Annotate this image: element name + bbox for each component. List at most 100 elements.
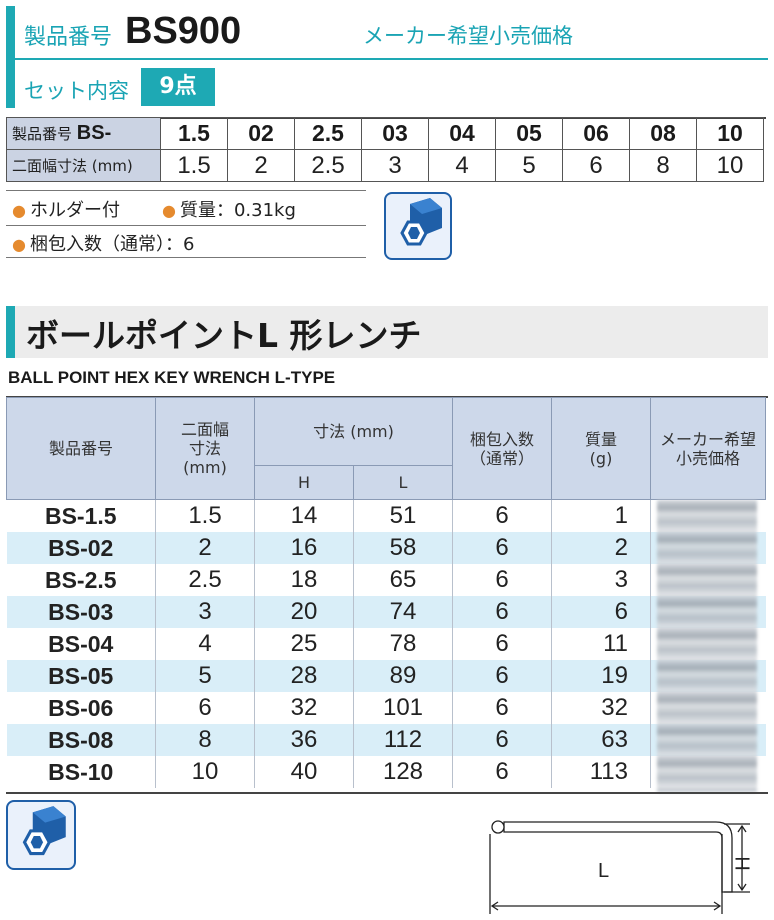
bullet-icon: ● (12, 201, 26, 220)
cell-code: BS-08 (6, 724, 156, 756)
feature-pack: ● 梱包入数（通常）：6 (12, 234, 195, 255)
table-row: BS-10 10 40 128 6 113 (7, 756, 766, 788)
size-code-cell: 2.5 (294, 117, 362, 150)
cell-weight: 19 (551, 660, 651, 692)
cell-weight: 6 (551, 596, 651, 628)
cell-weight: 63 (551, 724, 651, 756)
cell-l: 74 (353, 596, 453, 628)
spec-table-subheader-row: H L (7, 465, 766, 500)
header-accent-bar (6, 6, 15, 108)
cell-size: 1.5 (155, 499, 255, 532)
product-number-label: 製品番号 (24, 25, 113, 50)
cell-code: BS-04 (48, 630, 114, 657)
cell-h: 28 (254, 660, 354, 692)
cell-pack: 6 (452, 660, 552, 692)
cell-l: 65 (353, 564, 453, 596)
size-table-size-header: 二面幅寸法 (mm) (6, 149, 161, 182)
col-header-dims: 寸法 (mm) (254, 397, 453, 466)
cell-size: 6 (155, 692, 255, 724)
table-row: BS-02 2 16 58 6 2 (6, 532, 766, 564)
size-value-cell: 10 (696, 149, 764, 182)
cell-code: BS-02 (6, 532, 156, 564)
table-row: BS-08 8 36 112 6 63 (6, 724, 766, 756)
table-row: BS-2.5 2.5 18 65 6 3 (7, 564, 766, 596)
col-header-code: 製品番号 (6, 397, 156, 500)
cell-weight: 3 (551, 564, 651, 596)
cell-h: 40 (254, 756, 354, 788)
feature-rule (6, 190, 366, 191)
cell-l: 89 (353, 660, 453, 692)
size-value-cell: 2.5 (294, 149, 362, 182)
cell-h: 14 (254, 499, 354, 532)
cell-l: 51 (353, 499, 453, 532)
size-code-cell: 10 (696, 117, 764, 150)
cell-code: BS-2.5 (44, 566, 117, 593)
section-title: ボールポイントL 形レンチ (26, 316, 422, 355)
cell-code: BS-03 (6, 596, 156, 628)
spec-table-bottom-rule (6, 792, 768, 794)
cell-weight: 2 (551, 532, 651, 564)
table-row: BS-05 5 28 89 6 19 (6, 660, 766, 692)
cell-size: 5 (155, 660, 255, 692)
col-header-l: L (353, 465, 453, 500)
spec-table: 製品番号 二面幅 寸法 (mm) 寸法 (mm) 梱包入数 （通常） 質量 (g) メー… (6, 397, 766, 788)
cell-weight: 32 (551, 692, 651, 724)
size-table-size-row: 二面幅寸法 (mm) 1.5 2 2.5 3 4 5 6 8 10 (6, 149, 764, 182)
size-code-cell: 05 (495, 117, 563, 150)
table-row: BS-06 6 32 101 6 32 (7, 692, 766, 724)
cell-weight: 11 (551, 628, 651, 660)
cell-h: 25 (254, 628, 354, 660)
cell-size: 4 (155, 628, 255, 660)
section-subtitle: BALL POINT HEX KEY WRENCH L-TYPE (8, 368, 336, 387)
cell-h: 16 (254, 532, 354, 564)
col-header-h: H (254, 465, 354, 500)
hex-ball-icon (6, 800, 76, 870)
cell-h: 18 (254, 564, 354, 596)
product-code: BS900 (125, 10, 242, 52)
size-code-cell: 08 (629, 117, 697, 150)
cell-code: BS-10 (48, 758, 114, 785)
size-code-cell: 02 (227, 117, 295, 150)
cell-pack: 6 (452, 564, 552, 596)
col-header-across: 二面幅 寸法 (mm) (155, 397, 255, 500)
cell-pack: 6 (452, 756, 552, 788)
cell-code: BS-06 (48, 694, 114, 721)
cell-size: 8 (155, 724, 255, 756)
size-code-cell: 06 (562, 117, 630, 150)
feature-holder: ● ホルダー付 (12, 200, 120, 221)
size-table-code-row: 製品番号 BS- 1.5 02 2.5 03 04 05 06 08 10 (6, 117, 764, 150)
header-divider (6, 58, 768, 60)
cell-l: 58 (353, 532, 453, 564)
cell-code: BS-1.5 (44, 502, 117, 529)
feature-weight: ● 質量：0.31kg (162, 200, 296, 221)
cell-pack: 6 (452, 532, 552, 564)
cell-code: BS-05 (6, 660, 156, 692)
cell-size: 3 (155, 596, 255, 628)
cell-h: 20 (254, 596, 354, 628)
col-header-price: メーカー希望 小売価格 (650, 397, 766, 500)
size-value-cell: 8 (629, 149, 697, 182)
cell-pack: 6 (452, 628, 552, 660)
size-value-cell: 2 (227, 149, 295, 182)
hex-ball-icon (384, 192, 452, 260)
size-value-cell: 5 (495, 149, 563, 182)
cell-pack: 6 (452, 724, 552, 756)
size-value-cell: 3 (361, 149, 429, 182)
cell-pack: 6 (452, 499, 552, 532)
cell-size: 10 (155, 756, 255, 788)
cell-h: 32 (254, 692, 354, 724)
size-code-cell: 1.5 (160, 117, 228, 150)
section-title-bg (15, 306, 768, 358)
h-dimension-label: H (732, 856, 755, 871)
cell-l: 128 (353, 756, 453, 788)
size-value-cell: 1.5 (160, 149, 228, 182)
section-accent-bar (6, 306, 15, 358)
table-row: BS-04 4 25 78 6 11 (7, 628, 766, 660)
cell-size: 2.5 (155, 564, 255, 596)
price-redaction (657, 500, 757, 792)
l-dimension-label: L (598, 860, 610, 882)
col-header-weight: 質量 (g) (551, 397, 651, 500)
set-count-badge: 9点 (141, 68, 215, 106)
wrench-dimension-diagram (489, 820, 750, 914)
cell-h: 36 (254, 724, 354, 756)
